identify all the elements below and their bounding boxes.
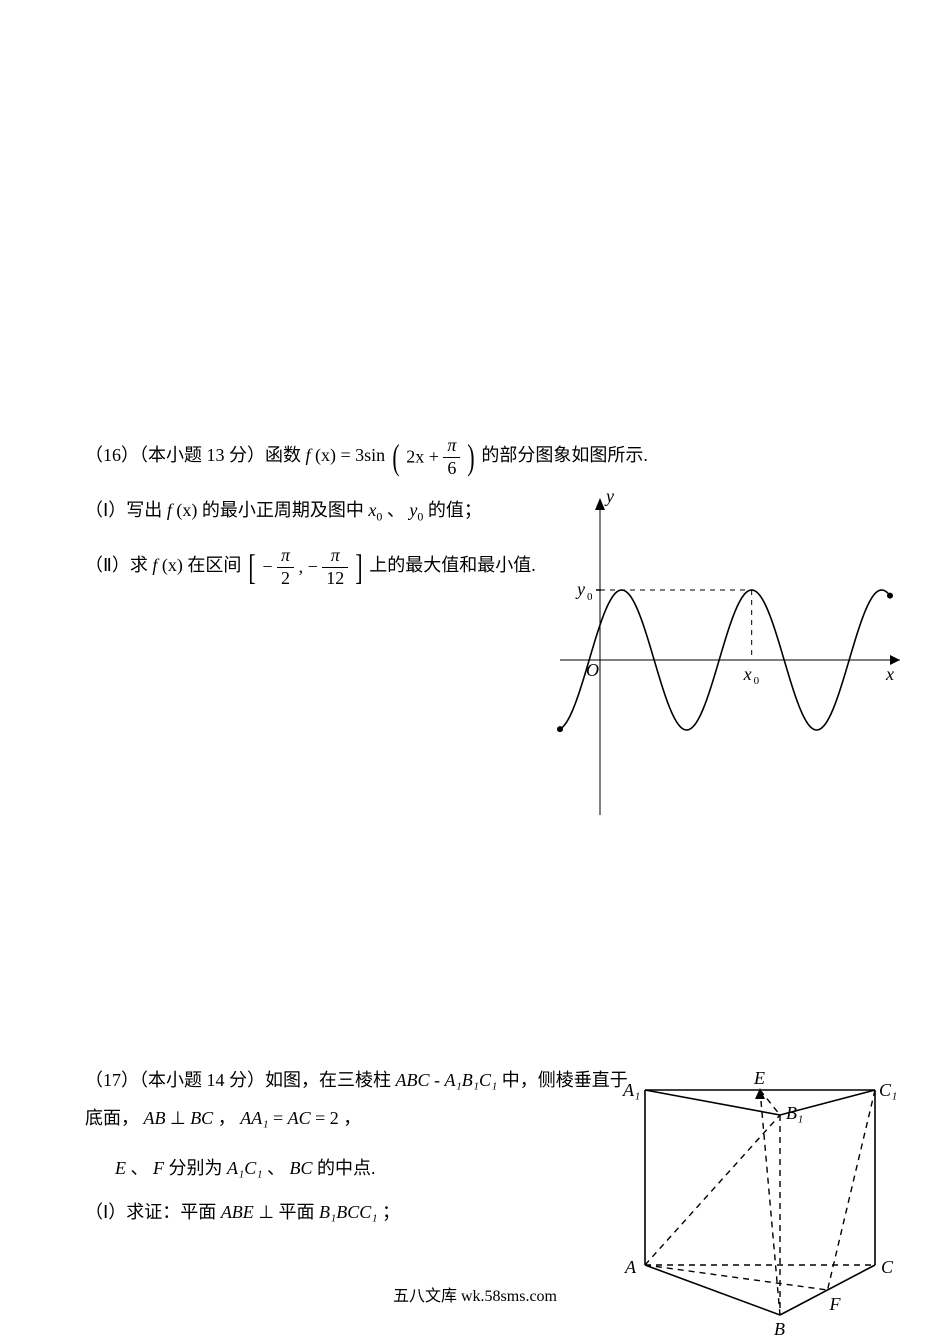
q17-l1b: 中，侧棱垂直于 [502,1070,628,1090]
q17-a1c1: A₁C₁ [227,1158,263,1178]
q17-l1a: （17）（本小题 14 分）如图，在三棱柱 [85,1070,391,1090]
q16-f2-num: π [277,545,294,567]
q17-E: E [115,1158,126,1178]
q16-p2-d: 在区间 [187,555,241,575]
footer: 五八文库 wk.58sms.com [0,1282,950,1306]
q16-frac-pi2: π 2 [277,545,294,589]
q16-frac-pi12: π 12 [322,545,348,589]
q16-eq: = 3sin [341,445,386,465]
q17-l3b: 、 [131,1158,149,1178]
q17-abe: ABE [221,1202,254,1222]
svg-text:0: 0 [587,591,593,603]
svg-text:E: E [753,1068,765,1088]
q17-pr: A₁B₁C₁ [445,1070,498,1090]
q17-perp1: ⊥ [170,1108,190,1128]
q16-p2-c: (x) [162,555,183,575]
q17-c2: ， [343,1108,361,1128]
q17-b1bcc1: B₁BCC₁ [319,1202,378,1222]
q16-lbrack: [ [248,549,255,585]
q17-c1: ， [218,1108,236,1128]
svg-text:y: y [604,486,614,506]
q16-prefix: （16）（本小题 13 分）函数 [85,445,301,465]
q17-ac: AC [288,1108,311,1128]
q16-p1-b: f [167,500,172,520]
q16-lparen: ( [392,439,399,475]
q17-line2: 底面， AB ⊥ BC ， AA₁ = AC = 2 ， [85,1108,361,1130]
q17-pl: ABC [396,1070,430,1090]
q17-pd: - [434,1070,445,1090]
q16-frac-pi6: π 6 [443,435,460,479]
svg-text:y: y [575,579,585,599]
q16-p2-e: 上的最大值和最小值. [369,555,536,575]
q16-f12-den: 12 [322,567,348,590]
svg-text:x: x [743,664,752,684]
q16-p1-c: (x) [176,500,197,520]
q17-l2a: 底面， [85,1108,139,1128]
q16-p2-a: （Ⅱ）求 [85,555,148,575]
svg-text:B: B [774,1319,785,1339]
sine-chart: yxOy0x0 [560,480,900,830]
q16-p1-e: 的值； [428,500,482,520]
q16-suffix: 的部分图象如图所示. [481,445,648,465]
q16-rparen: ) [467,439,474,475]
svg-text:A₁: A₁ [622,1080,640,1100]
svg-text:x: x [885,664,894,684]
q17-p1c: ； [382,1202,400,1222]
q17-ab: AB [144,1108,166,1128]
q16-part1: （Ⅰ）写出 f (x) 的最小正周期及图中 x0 、 y0 的值； [85,500,482,524]
q16-p2-b: f [152,555,157,575]
q16-p1-comma: 、 [387,500,405,520]
q16-comma: , − [299,556,318,576]
q17-p1b: ⊥ 平面 [258,1202,314,1222]
q17-line1: （17）（本小题 14 分）如图，在三棱柱 ABC - A₁B₁C₁ 中，侧棱垂… [85,1070,628,1092]
svg-text:A: A [624,1257,637,1277]
q16-f12-num: π [322,545,348,567]
q17-l3e: 、 [267,1158,285,1178]
svg-text:C: C [881,1257,894,1277]
q17-l3d: 分别为 [169,1158,223,1178]
q16-x: (x) [315,445,336,465]
q16-rbrack: ] [355,549,362,585]
svg-text:0: 0 [754,675,760,687]
q16-f2-den: 2 [277,567,294,590]
q16-p1-z1: 0 [376,510,382,524]
q16-2x: 2x + [406,446,439,466]
svg-text:C₁: C₁ [879,1080,897,1100]
page: （16）（本小题 13 分）函数 f (x) = 3sin ( 2x + π 6… [0,0,950,1344]
svg-text:O: O [586,660,599,680]
q17-part1: （Ⅰ）求证：平面 ABE ⊥ 平面 B₁BCC₁ ； [85,1202,400,1224]
q17-bc: BC [190,1108,213,1128]
q16-frac-pi6-num: π [443,435,460,457]
q16-f: f [306,445,311,465]
footer-text: 五八文库 wk.58sms.com [393,1288,557,1305]
q16-part2: （Ⅱ）求 f (x) 在区间 [ − π 2 , − π 12 ] 上的最大值和… [85,545,536,589]
q17-line3: E 、 F 分别为 A₁C₁ 、 BC 的中点. [115,1158,376,1180]
q17-bcmid: BC [290,1158,313,1178]
q17-eq1: = [273,1108,288,1128]
q16-line1: （16）（本小题 13 分）函数 f (x) = 3sin ( 2x + π 6… [85,435,648,479]
q17-eq2: = 2 [315,1108,339,1128]
q16-neg1: − [262,556,272,576]
q17-F: F [153,1158,164,1178]
q17-p1a: （Ⅰ）求证：平面 [85,1202,216,1222]
q17-l3f: 的中点. [317,1158,376,1178]
svg-text:B₁: B₁ [786,1103,803,1123]
q16-frac-pi6-den: 6 [443,457,460,480]
q16-p1-a: （Ⅰ）写出 [85,500,162,520]
q17-aa1: AA₁ [240,1108,268,1128]
q16-p1-z2: 0 [417,510,423,524]
q16-p1-d: 的最小正周期及图中 [202,500,364,520]
